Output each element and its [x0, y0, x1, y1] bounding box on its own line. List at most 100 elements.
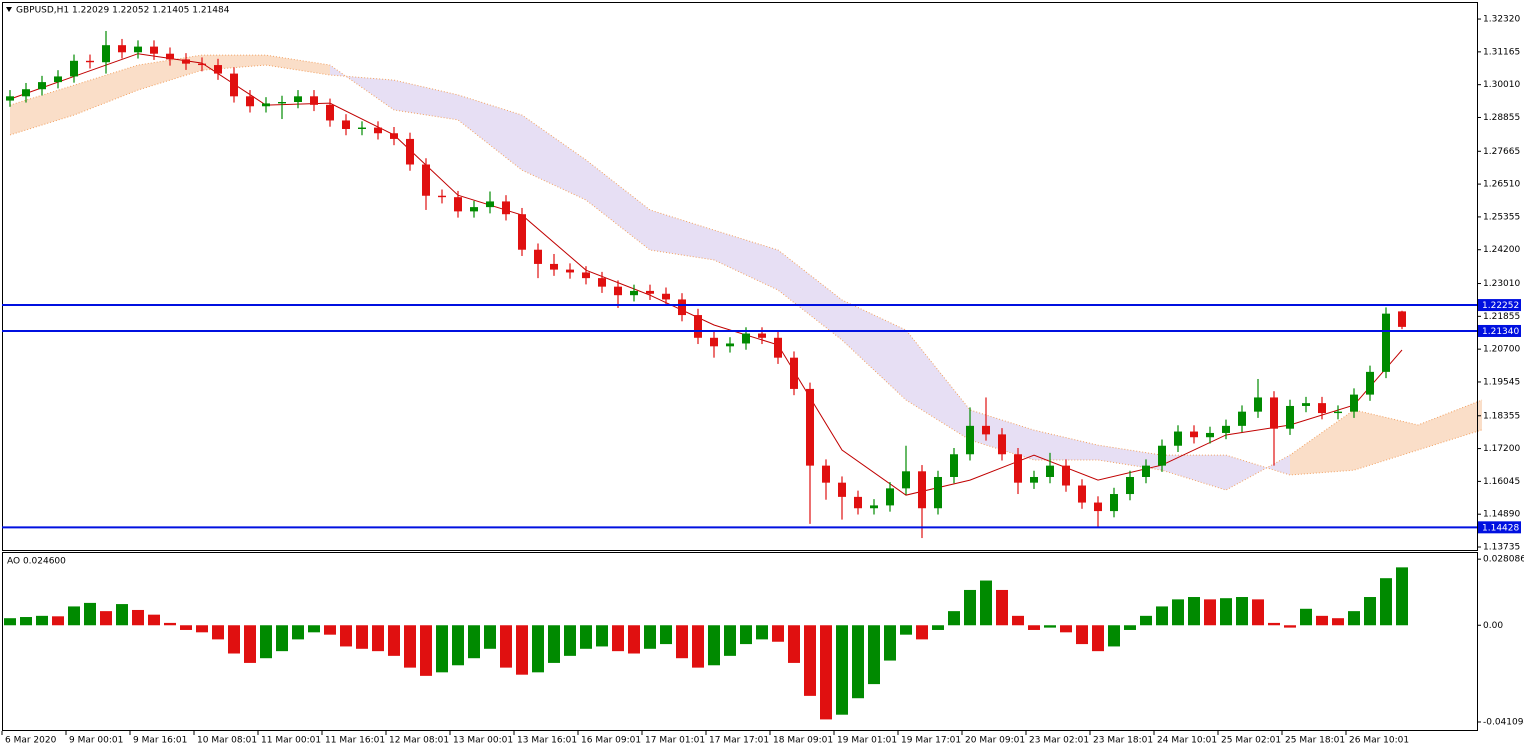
- ao-bar: [564, 625, 576, 656]
- y-tick-label: 1.21855: [1483, 312, 1520, 322]
- x-tick-label: 11 Mar 00:01: [261, 736, 321, 746]
- ao-bar: [996, 589, 1008, 626]
- candle-body: [582, 272, 590, 279]
- cloud-layer: [9, 54, 1483, 491]
- ao-bar: [1012, 615, 1024, 626]
- ao-bar: [1044, 625, 1056, 628]
- candle-body: [502, 201, 510, 215]
- cloud-segment: [522, 115, 586, 201]
- ao-bar: [1332, 618, 1344, 626]
- cloud-segment: [778, 250, 842, 341]
- x-tick-label: 6 Mar 2020: [5, 736, 57, 746]
- candle-body: [966, 425, 974, 455]
- cloud-segment: [906, 330, 970, 441]
- candle-body: [438, 195, 446, 198]
- candle-body: [742, 333, 750, 344]
- ao-bar: [1188, 597, 1200, 626]
- candle-body: [1366, 371, 1374, 395]
- candle-body: [262, 103, 270, 107]
- menu-triangle[interactable]: [6, 7, 12, 12]
- candle-body: [1126, 476, 1134, 495]
- candle-body: [486, 201, 494, 208]
- ao-bar: [644, 625, 656, 649]
- candle-body: [710, 337, 718, 347]
- candle-body: [518, 214, 526, 250]
- cloud-segment: [1418, 400, 1482, 451]
- candle-body: [1190, 431, 1198, 438]
- y-tick-label: 1.19545: [1483, 377, 1520, 387]
- y-tick-label: 1.27665: [1483, 147, 1520, 157]
- indicator-title: AO 0.024600: [7, 557, 66, 567]
- candle-body: [374, 127, 382, 134]
- candle-body: [294, 96, 302, 102]
- ao-bar: [724, 625, 736, 656]
- candle-body: [86, 60, 94, 63]
- candle-body: [470, 207, 478, 212]
- ao-bar: [4, 618, 16, 626]
- candle-body: [38, 82, 46, 90]
- y-tick-label: 1.26510: [1483, 180, 1520, 190]
- x-tick-label: 25 Mar 18:01: [1285, 736, 1345, 746]
- candle-body: [870, 505, 878, 509]
- ao-bar: [292, 625, 304, 640]
- cloud-segment: [842, 300, 906, 401]
- candle-body: [1286, 405, 1294, 429]
- ao-bar: [404, 625, 416, 668]
- main-layer: [6, 30, 1406, 539]
- candle-body: [998, 434, 1006, 455]
- ao-bar: [708, 625, 720, 666]
- candle-body: [358, 127, 366, 129]
- x-tick-label: 25 Mar 02:01: [1221, 736, 1281, 746]
- x-tick-label: 18 Mar 09:01: [773, 736, 833, 746]
- candle-body: [6, 96, 14, 101]
- ao-bar: [164, 622, 176, 626]
- y-tick-label: 0.028086: [1483, 555, 1524, 565]
- ao-bar: [116, 604, 128, 626]
- ao-bar: [388, 625, 400, 656]
- ao-bar: [1236, 597, 1248, 626]
- ao-bar: [468, 625, 480, 659]
- ao-bar: [596, 625, 608, 647]
- candle-body: [806, 388, 814, 466]
- candle-body: [790, 357, 798, 389]
- cloud-segment: [1290, 409, 1354, 476]
- ao-pane: [2, 552, 1478, 731]
- candle-body: [614, 286, 622, 296]
- candle-body: [1334, 411, 1342, 414]
- price-label: 1.14428: [1482, 523, 1519, 533]
- x-tick-label: 13 Mar 00:01: [453, 736, 513, 746]
- candle-body: [822, 465, 830, 483]
- ao-bar: [948, 611, 960, 626]
- candle-body: [1078, 485, 1086, 503]
- ao-bar: [228, 625, 240, 654]
- cloud-segment: [714, 230, 778, 291]
- candle-body: [406, 138, 414, 165]
- candle-body: [1222, 425, 1230, 433]
- ao-bar: [1316, 615, 1328, 626]
- price-label-box: [1478, 299, 1521, 312]
- price-label: 1.21340: [1482, 327, 1519, 337]
- ao-bar: [1076, 625, 1088, 645]
- y-tick-label: 1.32320: [1483, 15, 1520, 25]
- ao-bar: [628, 625, 640, 654]
- x-tick-label: 10 Mar 08:01: [197, 736, 257, 746]
- ao-bar: [788, 625, 800, 663]
- x-tick-label: 26 Mar 10:01: [1349, 736, 1409, 746]
- candle-body: [1254, 397, 1262, 412]
- cloud-segment: [1162, 455, 1226, 491]
- ao-bar: [1140, 615, 1152, 626]
- y-tick-label: 1.17200: [1483, 444, 1520, 454]
- ao-bar: [516, 625, 528, 675]
- ao-bar: [100, 611, 112, 626]
- candle-body: [1030, 476, 1038, 483]
- candle-body: [598, 278, 606, 287]
- y-tick-label: 1.14890: [1483, 510, 1520, 520]
- price-label-box: [1478, 521, 1521, 534]
- candle-body: [1350, 394, 1358, 412]
- ao-bar: [772, 625, 784, 642]
- ao-bar: [276, 625, 288, 652]
- candle-body: [166, 53, 174, 60]
- y-tick-label: 1.23010: [1483, 279, 1520, 289]
- candle-body: [198, 63, 206, 66]
